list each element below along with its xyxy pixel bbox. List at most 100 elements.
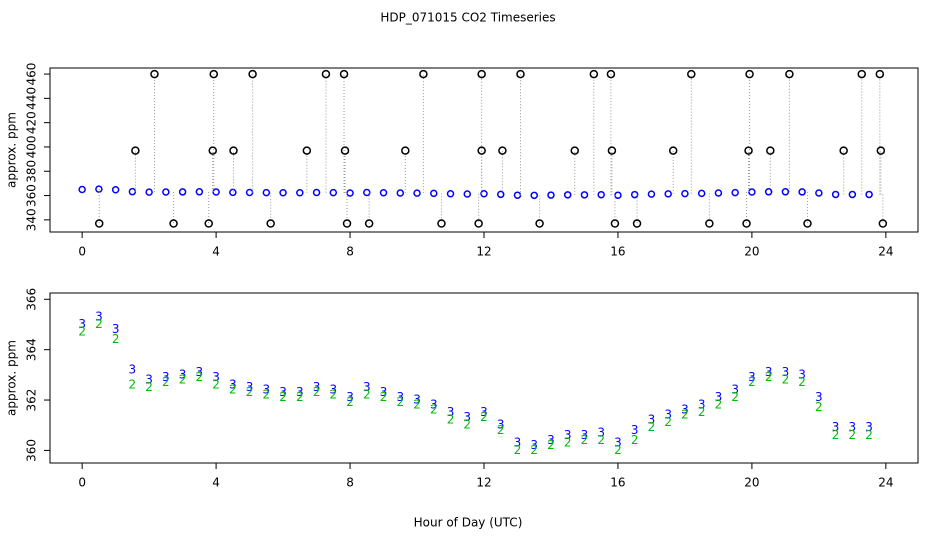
point-glyph: 3: [648, 413, 656, 427]
point: [647, 190, 656, 198]
point: [437, 219, 446, 228]
point: [597, 190, 605, 199]
point: [815, 189, 823, 197]
point: [513, 191, 522, 199]
point-glyph: 2: [196, 370, 204, 384]
point-glyph: 3: [765, 365, 773, 379]
point-glyph: 2: [530, 443, 538, 457]
point: [477, 69, 486, 79]
point-glyph: 2: [263, 388, 271, 402]
y-axis-label: approx. ppm: [5, 340, 19, 416]
point: [697, 189, 706, 198]
point-glyph: 2: [430, 403, 438, 417]
point: [876, 146, 886, 155]
point-glyph: 2: [648, 420, 656, 434]
point: [785, 69, 794, 79]
point: [131, 146, 140, 155]
point-glyph: 3: [530, 438, 538, 452]
point: [865, 190, 873, 199]
point-glyph: 2: [463, 418, 471, 432]
point: [878, 219, 888, 228]
point-glyph: 2: [564, 435, 572, 449]
point: [668, 146, 678, 155]
point: [169, 219, 178, 228]
point: [781, 188, 790, 196]
point: [208, 146, 217, 155]
point-glyph: 3: [129, 362, 137, 376]
point: [178, 188, 187, 196]
point-glyph: 3: [112, 322, 120, 336]
point: [496, 190, 505, 199]
point: [248, 69, 257, 79]
point-glyph: 3: [564, 428, 572, 442]
point: [589, 69, 599, 79]
point: [279, 189, 287, 197]
point: [229, 146, 238, 155]
point: [78, 185, 86, 194]
point-glyph: 2: [497, 423, 505, 437]
point: [516, 69, 525, 79]
point: [339, 69, 349, 79]
point-glyph: 2: [346, 395, 354, 409]
x-tick-label: 24: [878, 476, 893, 490]
point-glyph: 3: [849, 420, 857, 434]
point-glyph: 3: [631, 423, 639, 437]
point-glyph: 2: [698, 405, 706, 419]
point-glyph: 2: [212, 377, 220, 391]
point: [614, 191, 622, 199]
point-glyph: 3: [246, 380, 254, 394]
point: [363, 188, 371, 197]
point-glyph: 3: [597, 425, 605, 439]
point-glyph: 2: [229, 382, 237, 396]
point: [204, 219, 213, 228]
y-tick-label: 364: [25, 338, 39, 361]
point-glyph: 2: [313, 385, 321, 399]
point: [848, 190, 857, 199]
point-glyph: 3: [798, 367, 806, 381]
point-glyph: 2: [782, 372, 790, 386]
point-glyph: 2: [447, 413, 455, 427]
point: [145, 188, 153, 196]
point: [547, 191, 555, 199]
point-glyph: 3: [865, 420, 873, 434]
point-glyph: 2: [715, 398, 723, 412]
point: [396, 189, 405, 197]
point-glyph: 2: [815, 400, 823, 414]
x-tick-label: 12: [476, 245, 491, 259]
point-glyph: 2: [631, 433, 639, 447]
x-tick-label: 8: [346, 476, 354, 490]
point: [714, 189, 723, 197]
point: [229, 188, 237, 197]
point: [731, 188, 739, 197]
point-glyph: 3: [497, 418, 505, 432]
point: [839, 146, 848, 155]
point-glyph: 3: [313, 380, 321, 394]
point-glyph: 3: [815, 390, 823, 404]
point: [632, 219, 642, 228]
point-glyph: 2: [179, 372, 187, 386]
point-glyph: 3: [346, 390, 354, 404]
point: [150, 69, 159, 79]
point: [764, 188, 773, 196]
point-glyph: 2: [78, 325, 86, 339]
point: [266, 219, 275, 228]
point: [419, 69, 428, 79]
point-glyph: 3: [212, 370, 220, 384]
point-glyph: 3: [832, 420, 840, 434]
x-tick-label: 12: [476, 476, 491, 490]
point-glyph: 3: [782, 365, 790, 379]
point: [745, 69, 754, 79]
point-glyph: 3: [463, 410, 471, 424]
x-tick-label: 4: [212, 245, 220, 259]
plot-frame: [49, 67, 919, 233]
y-tick-label: 360: [25, 184, 39, 207]
point: [570, 146, 580, 155]
point: [664, 190, 672, 198]
point: [379, 189, 388, 197]
point-glyph: 3: [480, 405, 488, 419]
point-glyph: 2: [581, 433, 589, 447]
point-glyph: 2: [681, 408, 689, 422]
point-glyph: 3: [514, 435, 522, 449]
